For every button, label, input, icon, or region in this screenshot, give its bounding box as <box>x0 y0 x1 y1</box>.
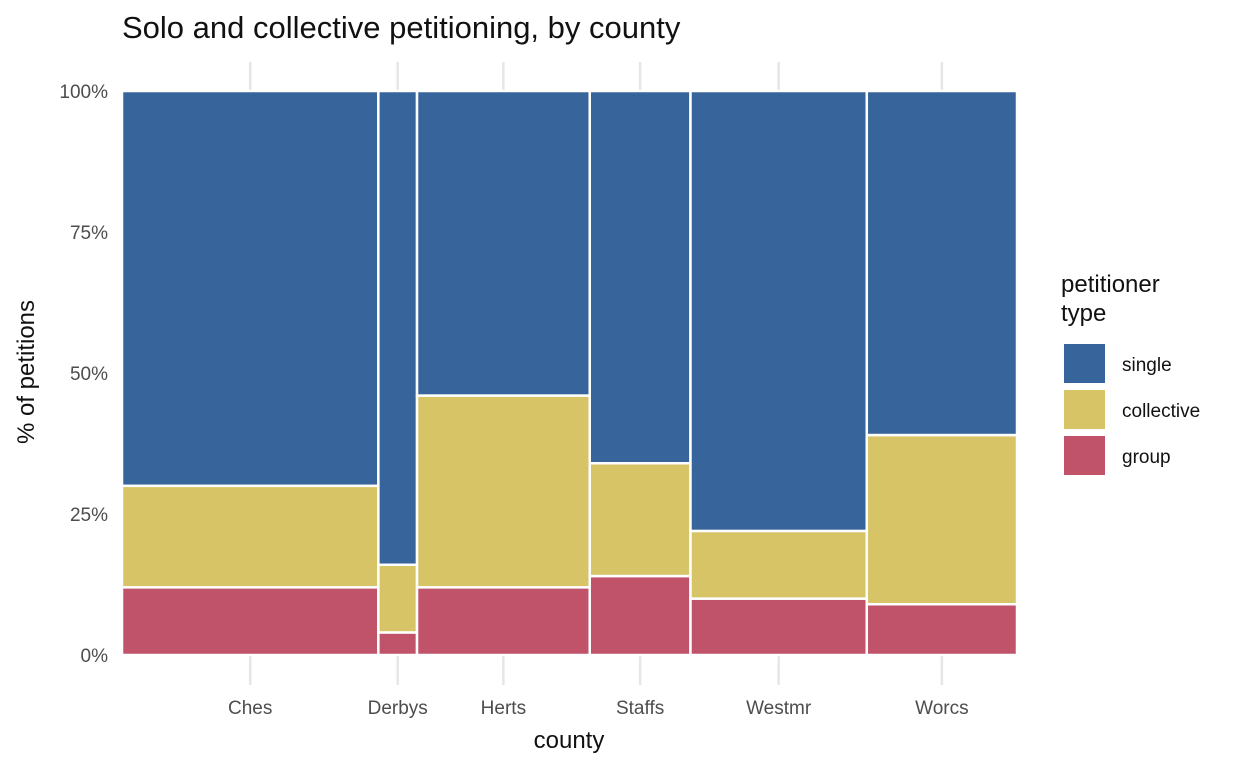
tile-staffs-collective <box>588 461 692 578</box>
tile-ches-single <box>120 89 380 488</box>
tile-worcs-collective <box>865 433 1019 606</box>
x-tick-label-worcs: Worcs <box>915 698 968 719</box>
y-tick-label: 25% <box>70 505 108 526</box>
y-tick-label: 75% <box>70 223 108 244</box>
legend-swatch-collective <box>1062 388 1107 431</box>
tile-herts-collective <box>415 394 591 589</box>
y-tick-label: 0% <box>81 646 109 667</box>
tile-derbys-group <box>377 631 419 657</box>
x-tick-label-westmr: Westmr <box>746 698 812 719</box>
x-tick-label-derbys: Derbys <box>368 698 428 719</box>
x-axis-ticks: Ches Derbys Herts Staffs Westmr Worcs <box>228 698 969 719</box>
mosaic-tiles <box>120 89 1019 657</box>
y-axis-title: % of petitions <box>13 300 40 444</box>
tile-westmr-group <box>689 597 869 657</box>
x-tick-label-ches: Ches <box>228 698 272 719</box>
legend-title-line: petitioner <box>1061 271 1160 298</box>
tile-worcs-single <box>865 89 1019 437</box>
y-tick-label: 50% <box>70 364 108 385</box>
y-tick-label: 100% <box>59 82 108 103</box>
tile-staffs-single <box>588 89 692 465</box>
legend-label-collective: collective <box>1122 401 1200 422</box>
legend-label-group: group <box>1122 447 1171 468</box>
chart-title: Solo and collective petitioning, by coun… <box>122 10 681 45</box>
tile-derbys-collective <box>377 563 419 634</box>
tile-westmr-collective <box>689 529 869 600</box>
tile-westmr-single <box>689 89 869 533</box>
x-axis-title: county <box>534 727 605 754</box>
x-tick-label-staffs: Staffs <box>616 698 664 719</box>
tile-worcs-group <box>865 602 1019 657</box>
tile-derbys-single <box>377 89 419 567</box>
legend-label-single: single <box>1122 355 1172 376</box>
y-axis-ticks: 0% 25% 50% 75% 100% <box>59 82 108 667</box>
x-tick-label-herts: Herts <box>481 698 526 719</box>
tile-herts-single <box>415 89 591 397</box>
tile-staffs-group <box>588 574 692 657</box>
tile-ches-collective <box>120 484 380 589</box>
tile-herts-group <box>415 586 591 657</box>
legend-title-line: type <box>1061 300 1106 327</box>
legend-swatch-group <box>1062 434 1107 477</box>
legend-swatch-single <box>1062 342 1107 385</box>
tile-ches-group <box>120 586 380 657</box>
